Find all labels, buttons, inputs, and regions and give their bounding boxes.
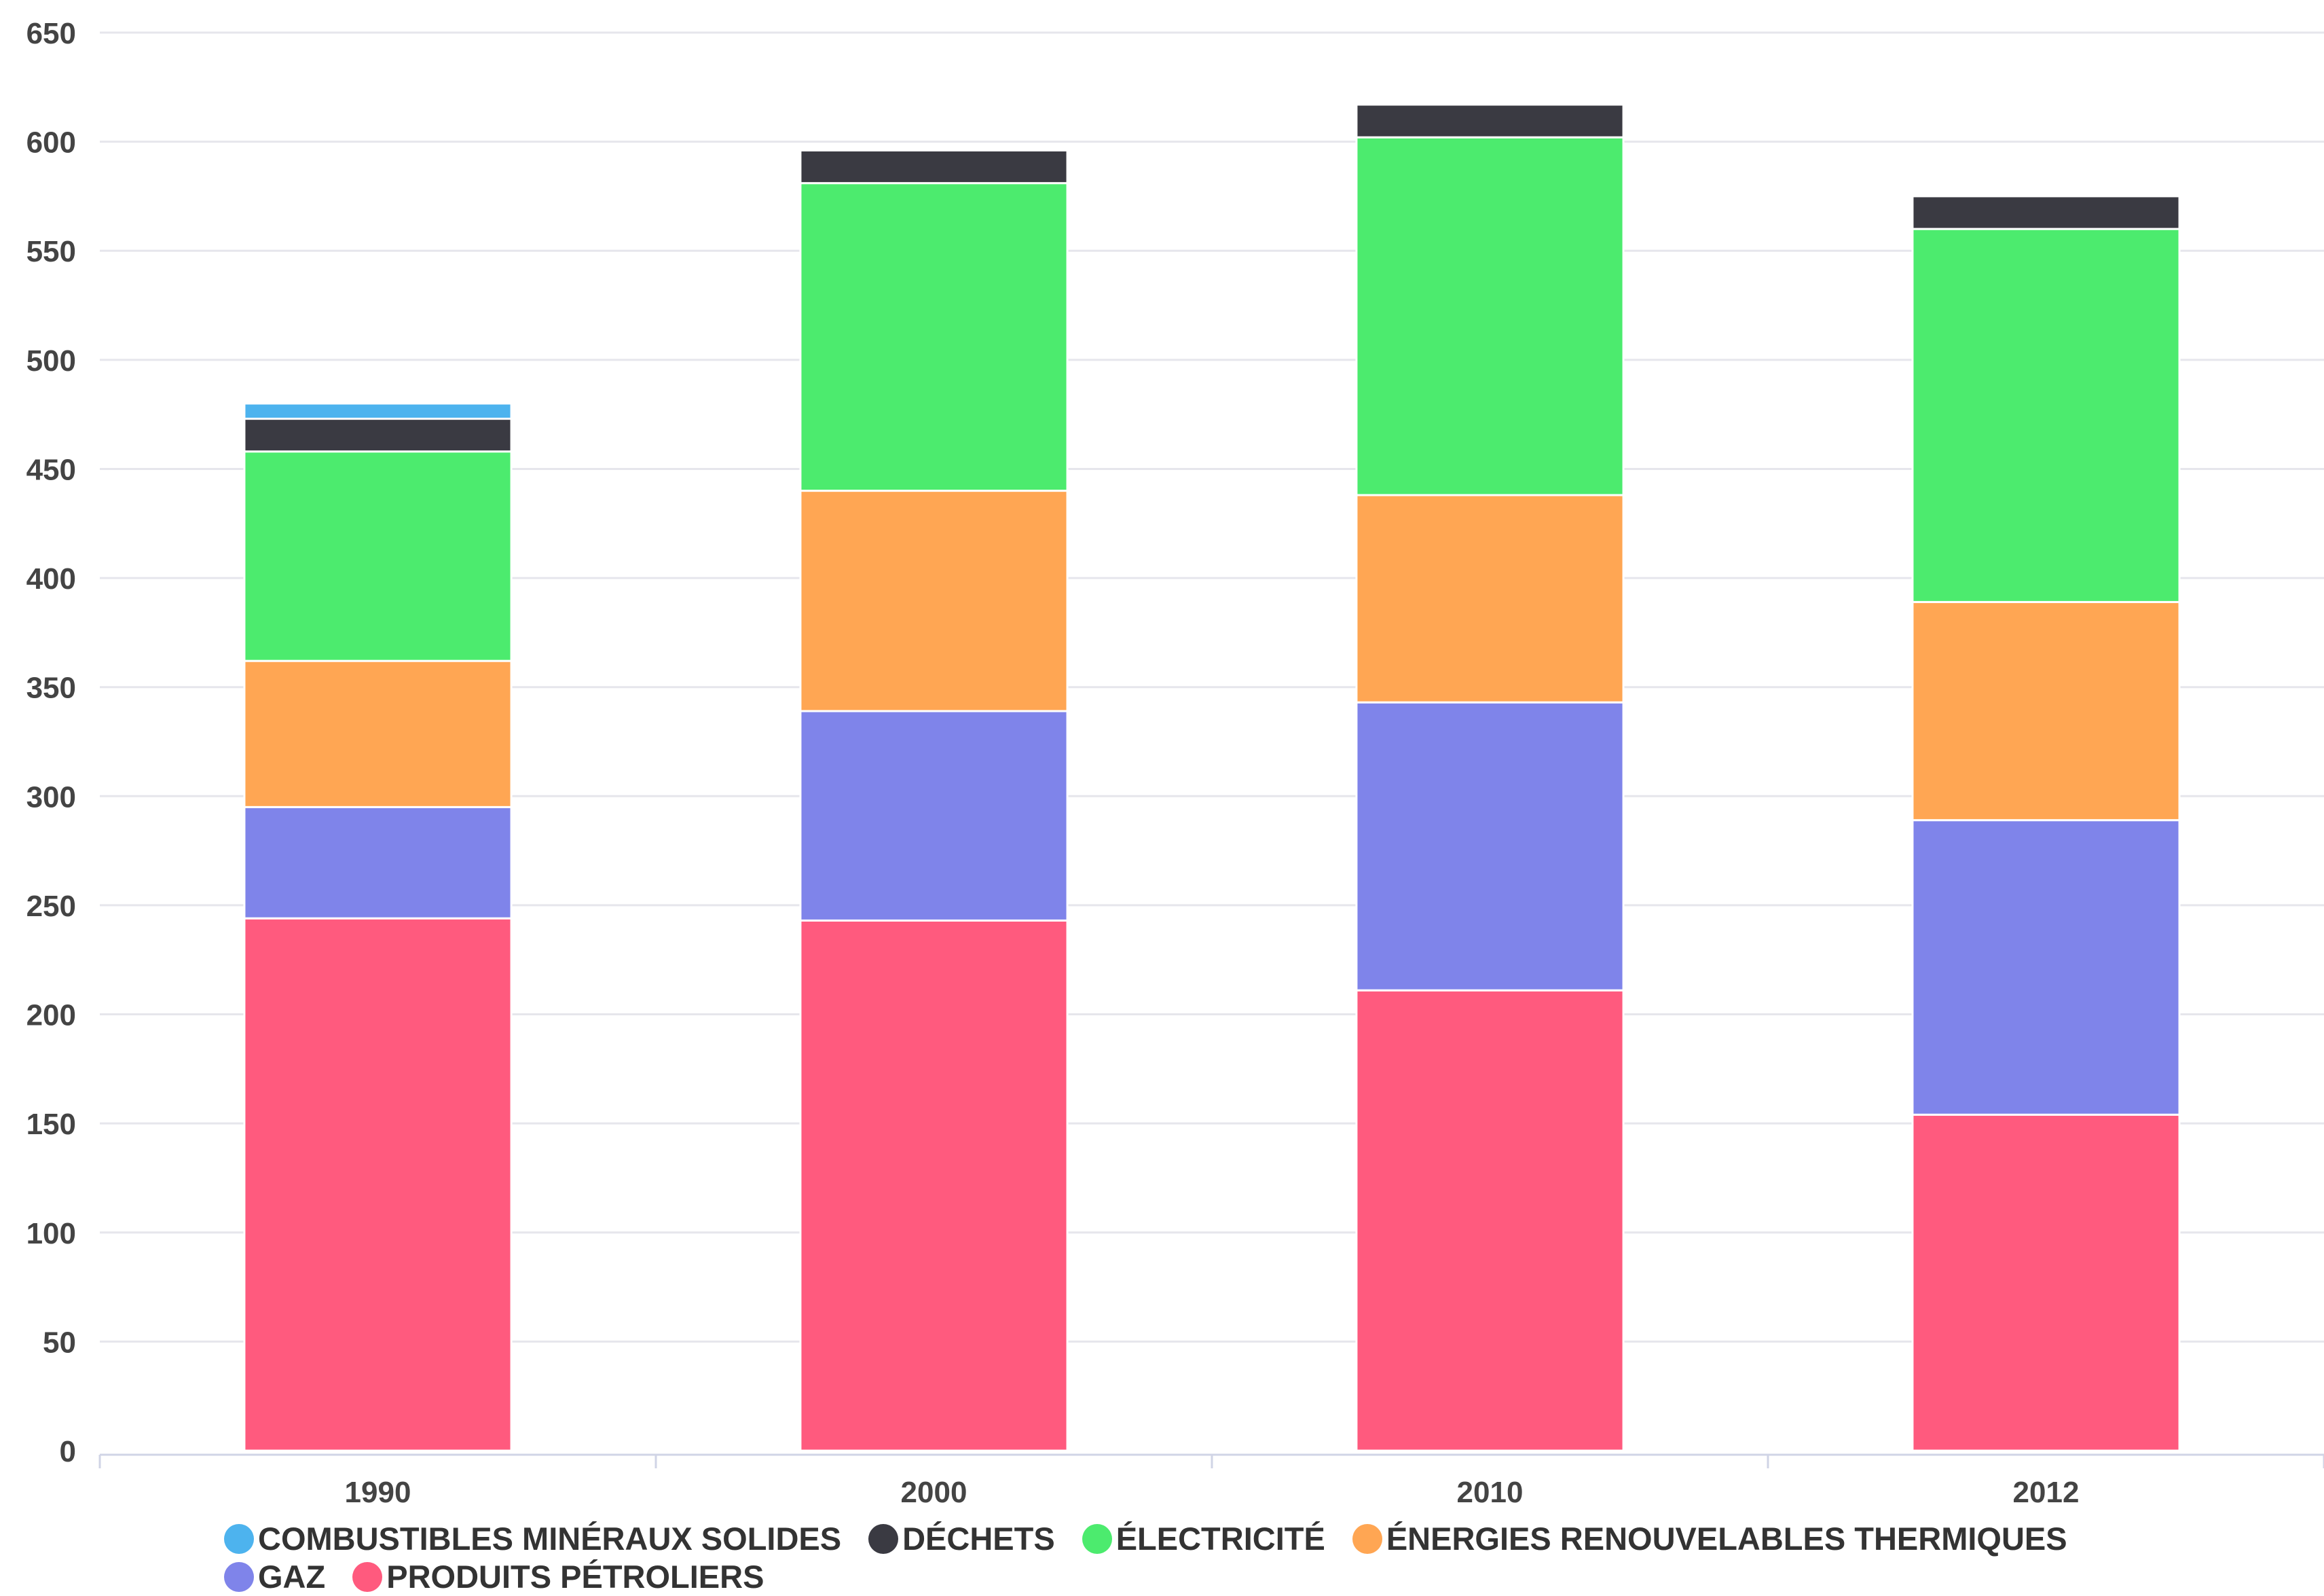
y-tick-label: 100 [26, 1217, 76, 1250]
legend-item[interactable]: ÉLECTRICITÉ [1082, 1520, 1325, 1558]
legend-item[interactable]: PRODUITS PÉTROLIERS [352, 1558, 764, 1596]
x-tick-label: 1990 [345, 1476, 411, 1509]
y-tick-label: 200 [26, 999, 76, 1032]
bar-segment [1355, 701, 1625, 992]
y-tick-label: 650 [26, 17, 76, 50]
bar-segment [243, 659, 513, 808]
bar-segment [799, 710, 1069, 922]
legend-marker-icon [352, 1562, 383, 1592]
y-tick-label: 0 [60, 1435, 76, 1468]
legend-item[interactable]: ÉNERGIES RENOUVELABLES THERMIQUES [1352, 1520, 2067, 1558]
bar-segment [243, 418, 513, 453]
y-tick-label: 50 [43, 1326, 76, 1359]
bar-segment [1911, 600, 2181, 822]
bar-segment [1355, 494, 1625, 704]
legend-marker-icon [224, 1524, 254, 1554]
bar-segment [243, 402, 513, 420]
y-tick-label: 250 [26, 890, 76, 923]
bar-segment [1911, 228, 2181, 603]
y-tick-label: 600 [26, 126, 76, 160]
y-tick-label: 500 [26, 344, 76, 378]
bar-segment [1911, 819, 2181, 1116]
legend-label: DÉCHETS [902, 1521, 1055, 1557]
x-tick-label: 2000 [901, 1476, 967, 1509]
bar-segment [1355, 103, 1625, 139]
y-tick-label: 400 [26, 562, 76, 596]
bar-segment [1911, 195, 2181, 230]
bar-segment [243, 450, 513, 662]
bar-segment [799, 919, 1069, 1452]
y-tick-label: 550 [26, 235, 76, 268]
y-tick-label: 450 [26, 453, 76, 486]
stacked-bar-chart: 0 50 100 150 200 250 300 350 400 450 500 550 600 650 1… [26, 17, 2324, 1509]
bar-segment [799, 149, 1069, 185]
x-tick-label: 2012 [2013, 1476, 2080, 1509]
legend-marker-icon [1352, 1524, 1382, 1554]
legend-label: PRODUITS PÉTROLIERS [386, 1559, 764, 1595]
bar-segment [243, 917, 513, 1452]
legend-item[interactable]: COMBUSTIBLES MINÉRAUX SOLIDES [224, 1520, 841, 1558]
y-tick-label: 350 [26, 672, 76, 705]
x-tick-label: 2010 [1457, 1476, 1524, 1509]
bar-segment [1911, 1113, 2181, 1452]
legend-label: ÉNERGIES RENOUVELABLES THERMIQUES [1386, 1521, 2067, 1557]
legend-label: COMBUSTIBLES MINÉRAUX SOLIDES [258, 1521, 842, 1557]
bar-segment [799, 182, 1069, 492]
bar-segment [1355, 136, 1625, 496]
legend-marker-icon [868, 1524, 899, 1554]
legend-marker-icon [224, 1562, 254, 1592]
legend-item[interactable]: GAZ [224, 1558, 325, 1596]
legend-label: ÉLECTRICITÉ [1115, 1521, 1325, 1557]
legend-marker-icon [1082, 1524, 1112, 1554]
bar-segment [243, 805, 513, 920]
legend-label: GAZ [258, 1559, 326, 1595]
bar-segment [1355, 989, 1625, 1452]
y-tick-label: 300 [26, 780, 76, 814]
chart-legend: COMBUSTIBLES MINÉRAUX SOLIDES DÉCHETS ÉLEC… [224, 1520, 2193, 1596]
y-tick-label: 150 [26, 1108, 76, 1141]
bar-segment [799, 490, 1069, 712]
legend-item[interactable]: DÉCHETS [868, 1520, 1055, 1558]
